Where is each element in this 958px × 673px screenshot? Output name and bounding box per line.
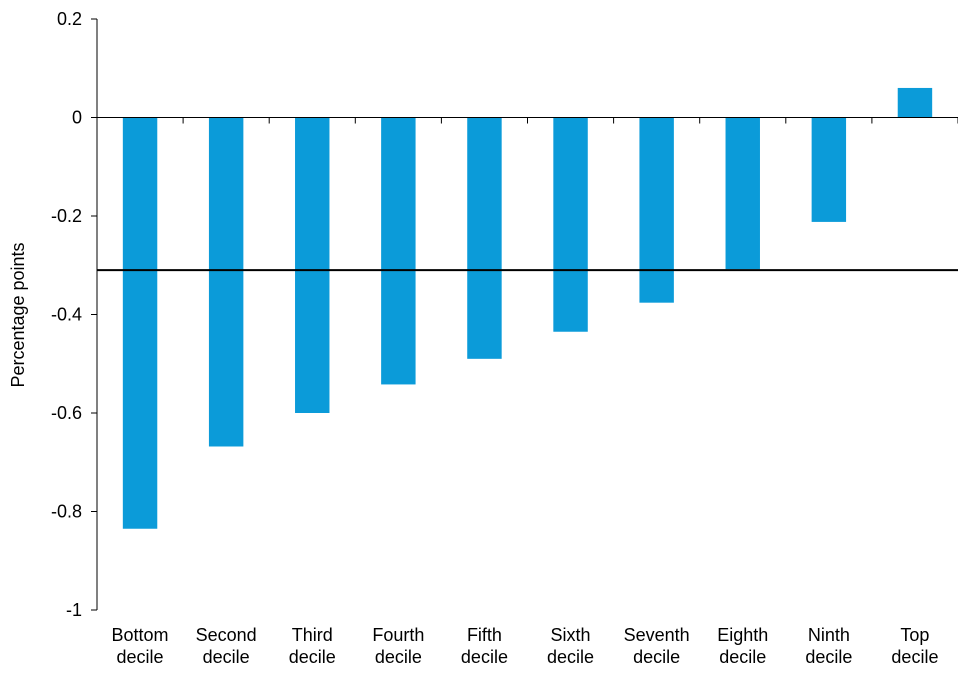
x-category-label: Sixth decile (547, 625, 594, 667)
y-tick-label: 0 (72, 108, 82, 128)
bar (208, 117, 244, 447)
axes (96, 19, 958, 610)
x-category-label: Bottom decile (112, 625, 169, 667)
bars (122, 87, 933, 529)
x-category-label: Fourth decile (372, 625, 424, 667)
x-category-label: Seventh decile (624, 625, 690, 667)
y-axis-title: Percentage points (8, 242, 28, 387)
bar (639, 117, 674, 303)
y-tick-label: -0.6 (51, 403, 82, 423)
bar (295, 117, 330, 413)
y-tick-label: -0.8 (51, 502, 82, 522)
category-labels: Bottom decile Second decile Third decile Fourt… (112, 625, 939, 667)
x-category-label: Ninth decile (805, 625, 852, 667)
y-tick-label: -0.4 (51, 305, 82, 325)
bar (467, 117, 502, 359)
bar (811, 117, 847, 222)
x-category-label: Eighth decile (717, 625, 768, 667)
bar (122, 117, 158, 529)
y-tick-label: 0.2 (57, 9, 82, 29)
bar (897, 87, 933, 118)
bar (725, 117, 760, 270)
y-tick-label: -1 (66, 600, 82, 620)
x-category-label: Fifth decile (461, 625, 508, 667)
x-category-label: Second decile (196, 625, 257, 667)
y-axis-ticks: 0.2 0 -0.2 -0.4 -0.6 -0.8 -1 (51, 9, 97, 620)
x-category-label: Third decile (289, 625, 336, 667)
x-category-label: Top decile (891, 625, 938, 667)
bar (553, 117, 588, 332)
bar (381, 117, 416, 385)
y-tick-label: -0.2 (51, 206, 82, 226)
